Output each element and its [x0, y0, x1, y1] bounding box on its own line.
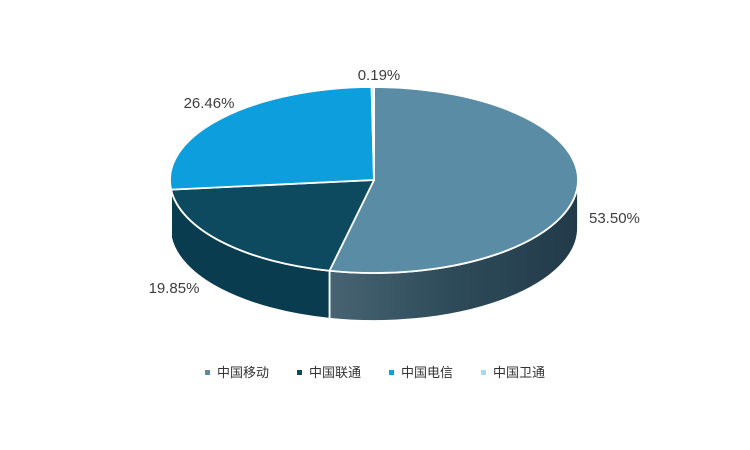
legend-item-china-satcom: 中国卫通 [481, 366, 545, 379]
legend-marker [296, 370, 302, 375]
slice-value-label-china-mobile: 53.50% [589, 210, 640, 227]
slice-value-label-china-telecom: 26.46% [184, 95, 235, 112]
legend-label: 中国联通 [308, 365, 361, 380]
legend-item-china-mobile: 中国移动 [204, 365, 269, 380]
legend-label: 中国移动 [216, 365, 269, 380]
pie-slice-china-telecom [169, 86, 375, 191]
legend-item-china-unicom: 中国联通 [296, 365, 361, 380]
legend-marker [481, 370, 487, 375]
slice-value-label-china-satcom: 0.19% [358, 67, 401, 84]
legend-label: 中国卫通 [493, 365, 546, 380]
legend-marker [204, 370, 210, 375]
legend-marker [389, 370, 394, 375]
slice-value-label-china-unicom: 19.85% [149, 280, 200, 297]
pie-slice-china-unicom [170, 179, 375, 272]
legend-item-china-telecom: 中国电信 [389, 366, 453, 379]
pie-slice-china-satcom [370, 86, 375, 181]
pie-chart-3d: 53.50% 19.85% 26.46% 0.19% [149, 67, 640, 322]
chart-legend: 中国移动 中国联通 中国电信 中国卫通 [0, 366, 750, 379]
legend-label: 中国电信 [401, 365, 454, 380]
pie-slice-china-mobile [328, 86, 579, 274]
